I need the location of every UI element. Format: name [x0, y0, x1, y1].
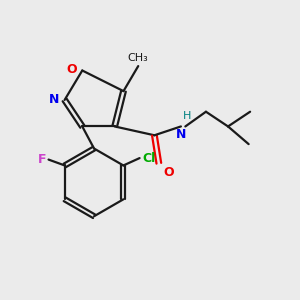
Text: O: O	[66, 62, 77, 76]
Text: H: H	[182, 111, 191, 121]
Text: F: F	[38, 153, 46, 166]
Text: Cl: Cl	[142, 152, 155, 165]
Text: CH₃: CH₃	[128, 52, 148, 62]
Text: N: N	[49, 93, 59, 106]
Text: N: N	[176, 128, 186, 141]
Text: O: O	[163, 166, 174, 179]
